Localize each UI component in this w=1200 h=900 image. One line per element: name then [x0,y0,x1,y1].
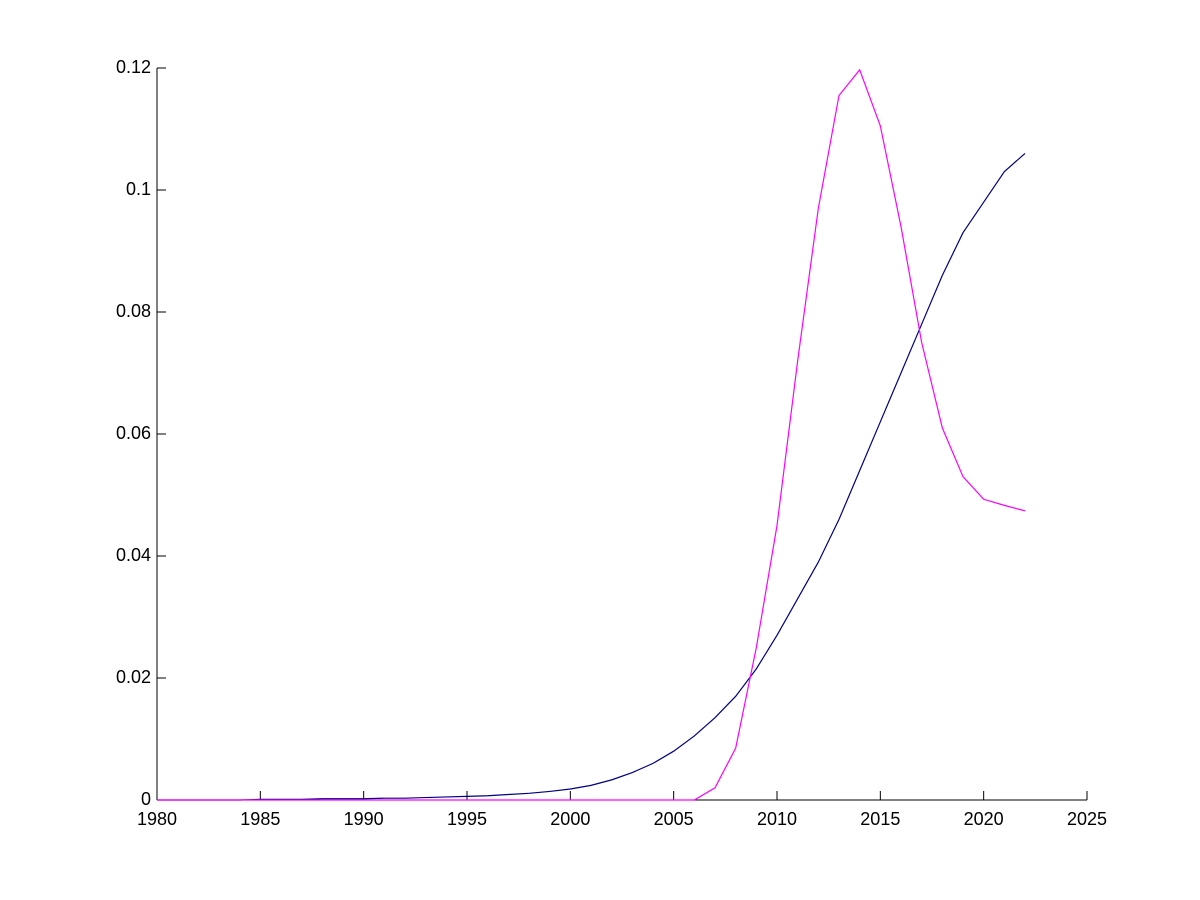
line-series [157,152,1026,801]
y-tick-label: 0.06 [116,423,151,443]
line-series [157,68,1026,801]
x-tick-label: 2020 [964,809,1004,829]
y-tick-label: 0.08 [116,301,151,321]
y-tick-label: 0.04 [116,545,151,565]
y-tick-label: 0.02 [116,667,151,687]
x-tick-label: 2015 [860,809,900,829]
y-tick-label: 0.12 [116,57,151,77]
x-tick-label: 1980 [137,809,177,829]
x-tick-label: 1995 [447,809,487,829]
x-tick-label: 2010 [757,809,797,829]
x-tick-label: 1990 [344,809,384,829]
y-tick-label: 0 [141,789,151,809]
x-tick-label: 2000 [550,809,590,829]
x-tick-label: 1985 [240,809,280,829]
x-tick-label: 2025 [1067,809,1107,829]
x-tick-label: 2005 [654,809,694,829]
y-tick-label: 0.1 [126,179,151,199]
